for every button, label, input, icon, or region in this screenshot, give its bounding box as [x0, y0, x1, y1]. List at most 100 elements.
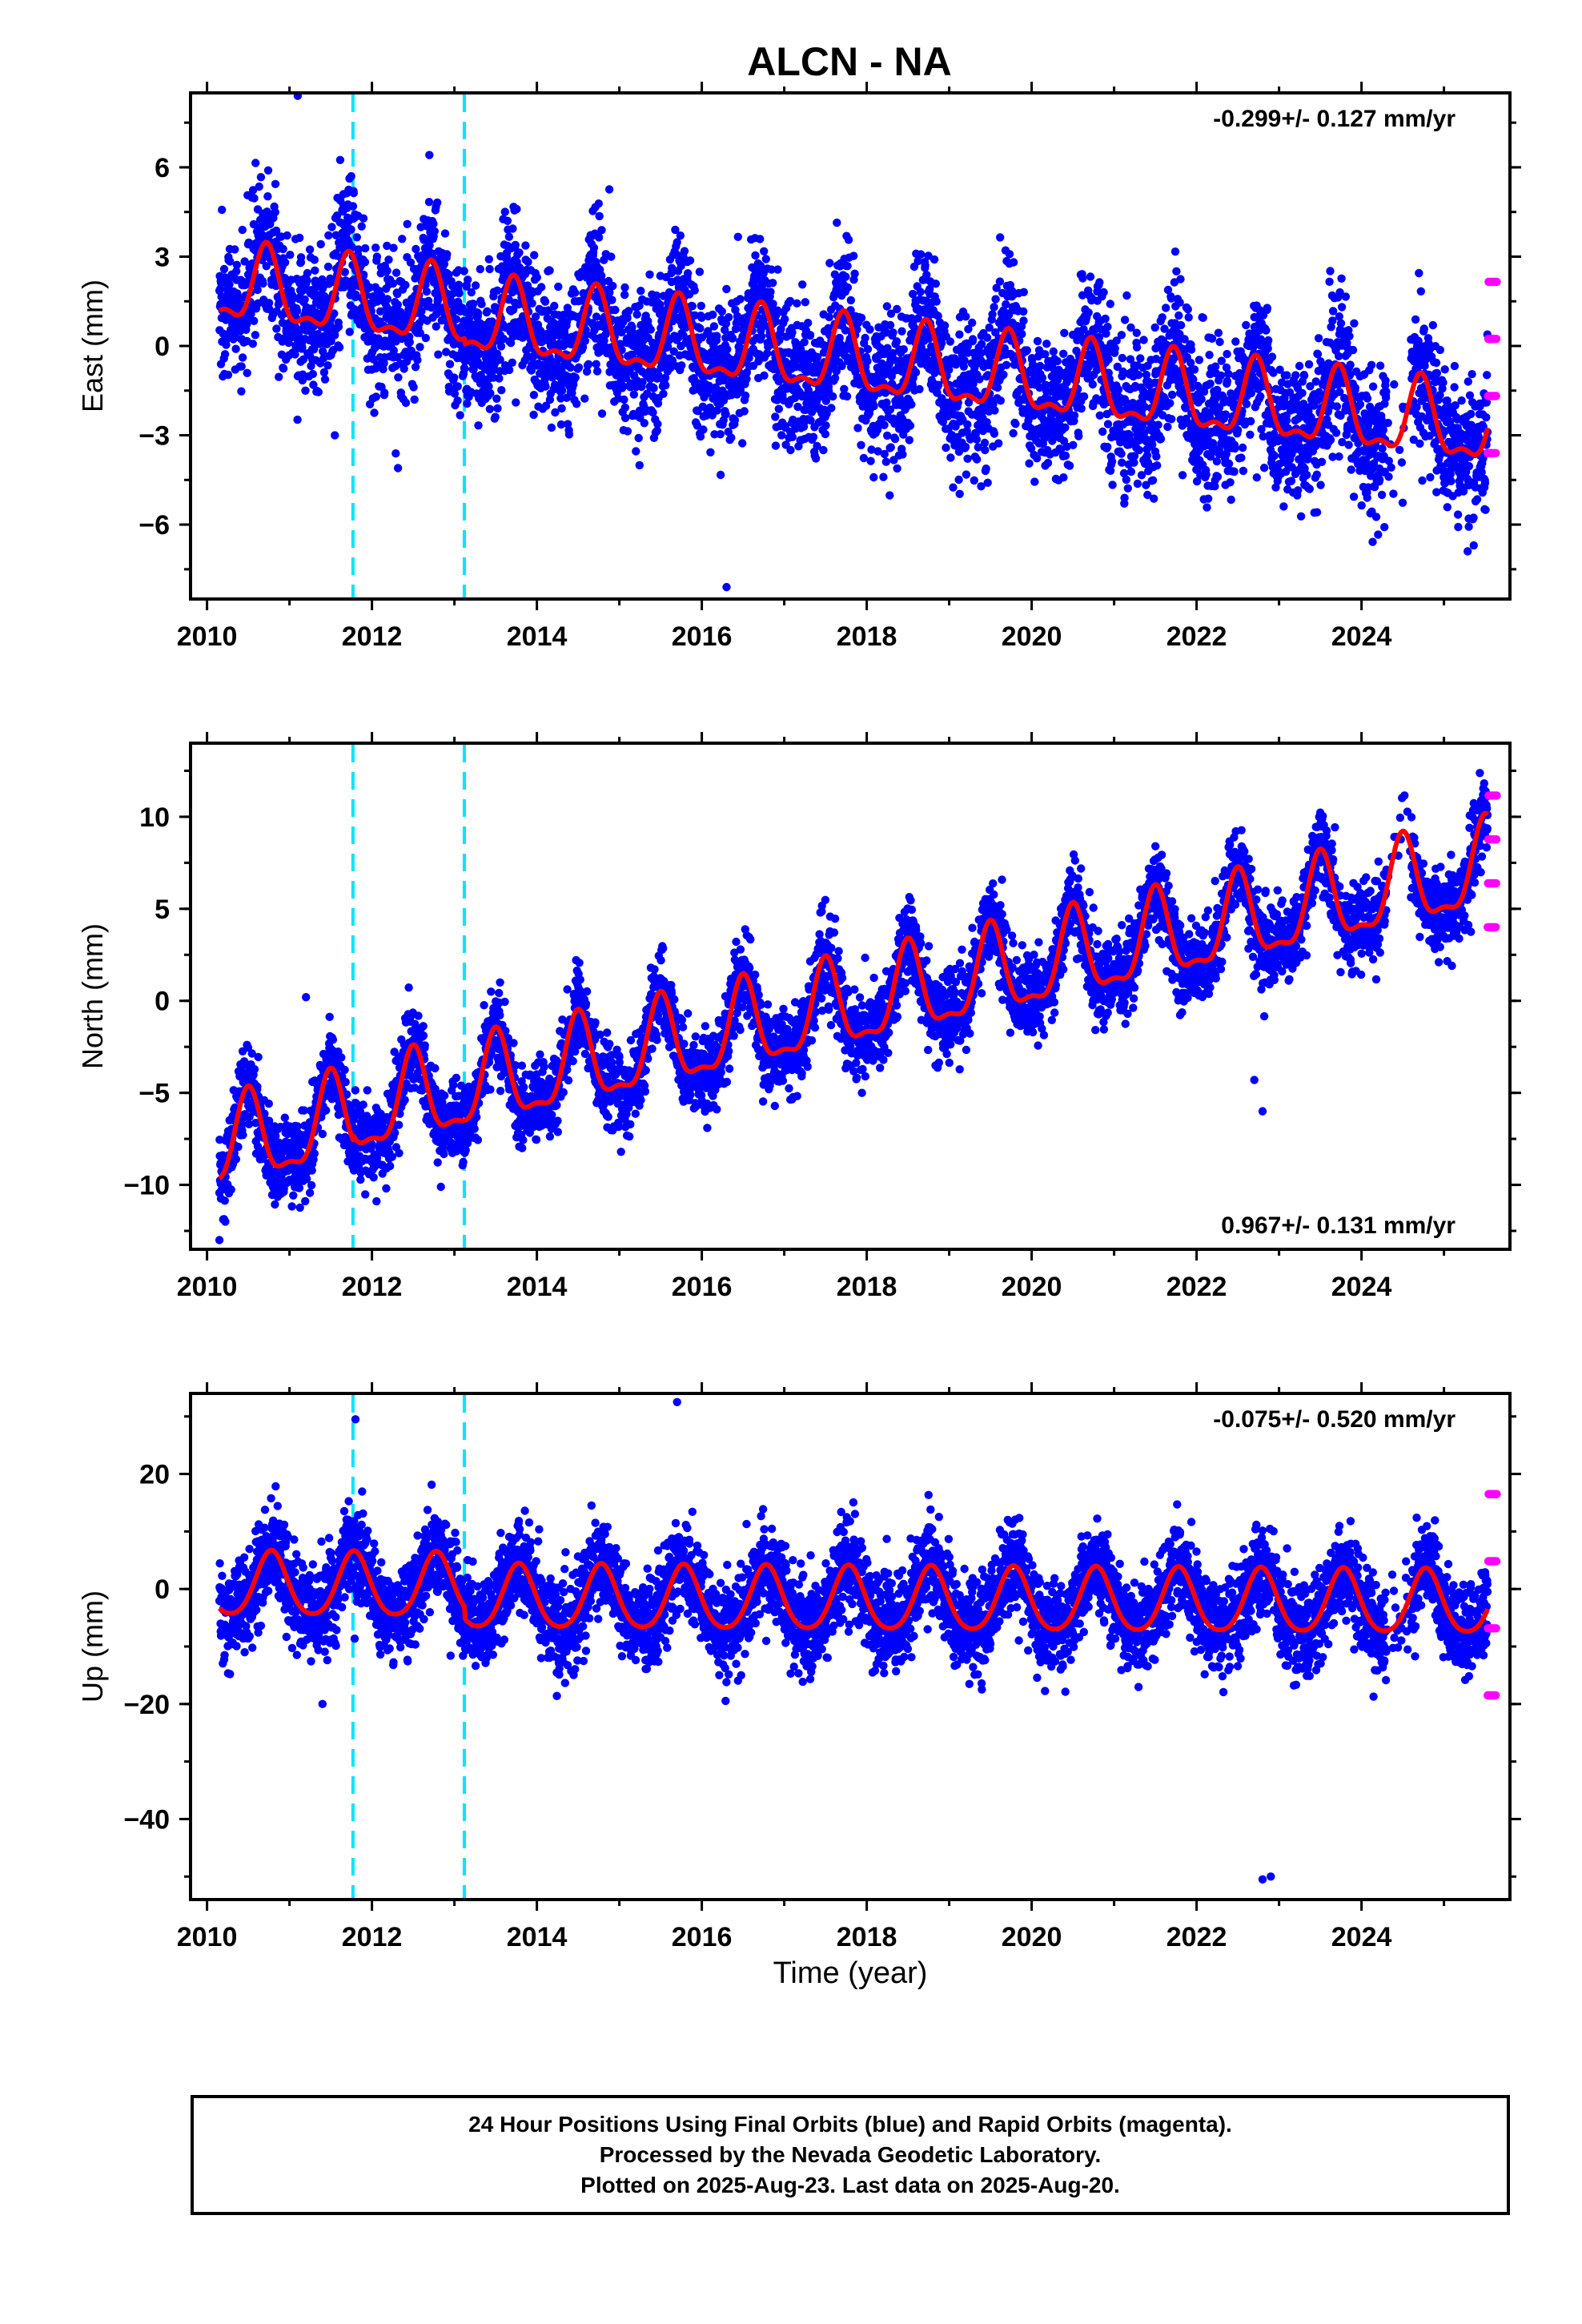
- final-orbit-point: [330, 309, 339, 318]
- final-orbit-point: [403, 219, 412, 228]
- final-orbit-point: [1303, 470, 1311, 480]
- final-orbit-point: [805, 331, 815, 340]
- final-orbit-point: [529, 391, 539, 400]
- final-orbit-point: [882, 398, 891, 407]
- final-orbit-point: [955, 330, 964, 339]
- final-orbit-point: [938, 417, 948, 426]
- final-orbit-point: [240, 257, 249, 266]
- final-orbit-point: [443, 250, 452, 259]
- final-orbit-point: [349, 188, 358, 198]
- final-orbit-point: [893, 304, 901, 314]
- final-orbit-point: [867, 445, 876, 454]
- final-orbit-point: [1242, 400, 1251, 408]
- final-orbit-point: [483, 307, 492, 316]
- final-orbit-point: [372, 252, 382, 261]
- final-orbit-point: [272, 324, 281, 333]
- final-orbit-point: [653, 420, 662, 428]
- final-orbit-point: [1283, 371, 1291, 380]
- final-orbit-point: [1134, 371, 1143, 380]
- final-orbit-point: [991, 295, 1000, 304]
- final-orbit-point: [617, 345, 626, 355]
- final-orbit-point: [1150, 323, 1159, 332]
- final-orbit-point: [492, 394, 501, 403]
- final-orbit-point: [1162, 304, 1170, 312]
- final-orbit-point: [485, 264, 494, 274]
- final-orbit-point: [597, 409, 607, 418]
- final-orbit-point: [293, 415, 302, 424]
- final-orbit-point: [636, 320, 645, 330]
- final-orbit-point: [1207, 334, 1217, 343]
- final-orbit-point: [530, 251, 539, 259]
- final-orbit-point: [361, 243, 370, 253]
- final-orbit-point: [280, 258, 290, 267]
- final-orbit-point: [833, 218, 841, 227]
- final-orbit-point: [1247, 388, 1256, 398]
- final-orbit-point: [1150, 494, 1158, 503]
- final-orbit-point: [467, 287, 476, 297]
- final-orbit-point: [832, 367, 841, 376]
- final-orbit-point: [271, 226, 281, 235]
- final-orbit-point: [977, 482, 986, 491]
- final-orbit-point: [857, 440, 865, 449]
- final-orbit-point: [869, 401, 878, 411]
- final-orbit-point: [865, 325, 874, 334]
- final-orbit-point: [713, 332, 721, 340]
- final-orbit-point: [1019, 316, 1028, 325]
- timeseries-chart: ALCN - NA 2010 2012 2014 2016 2018 2020 2022 20…: [76, 39, 1521, 1990]
- final-orbit-point: [309, 380, 318, 389]
- final-orbit-point: [921, 328, 930, 336]
- final-orbit-point: [966, 435, 975, 444]
- final-orbit-point: [1263, 344, 1272, 353]
- final-orbit-point: [859, 453, 869, 463]
- final-orbit-point: [1059, 349, 1068, 358]
- final-orbit-point: [1238, 443, 1247, 452]
- final-orbit-point: [1205, 351, 1214, 360]
- final-orbit-point: [551, 408, 560, 417]
- final-orbit-point: [476, 264, 484, 274]
- final-orbit-point: [736, 385, 745, 395]
- final-orbit-point: [1018, 329, 1026, 339]
- final-orbit-point: [736, 295, 745, 304]
- final-orbit-point: [1156, 434, 1166, 444]
- final-orbit-point: [1077, 404, 1086, 413]
- final-orbit-point: [529, 410, 538, 420]
- final-orbit-point: [973, 455, 982, 464]
- final-orbit-point: [1242, 320, 1251, 330]
- final-orbit-point: [611, 305, 620, 315]
- final-orbit-point: [983, 478, 992, 487]
- final-orbit-point: [921, 260, 930, 270]
- final-orbit-point: [226, 257, 235, 266]
- final-orbit-point: [1103, 442, 1112, 452]
- final-orbit-point: [544, 306, 553, 315]
- final-orbit-point: [741, 391, 750, 400]
- final-orbit-point: [231, 245, 239, 254]
- final-orbit-point: [1231, 337, 1240, 346]
- final-orbit-point: [632, 310, 641, 319]
- final-orbit-point: [311, 266, 319, 275]
- final-orbit-point: [721, 319, 731, 328]
- final-orbit-point: [1184, 313, 1193, 322]
- final-orbit-point: [885, 320, 895, 330]
- final-orbit-point: [661, 373, 670, 382]
- final-orbit-point: [1053, 376, 1062, 384]
- final-orbit-point: [238, 225, 247, 235]
- final-orbit-point: [495, 374, 504, 383]
- final-orbit-point: [835, 333, 844, 343]
- final-orbit-point: [968, 318, 977, 328]
- final-orbit-point: [819, 348, 829, 357]
- final-orbit-point: [434, 350, 443, 359]
- final-orbit-point: [733, 232, 742, 241]
- final-orbit-point: [771, 441, 781, 450]
- final-orbit-point: [632, 447, 640, 456]
- final-orbit-point: [455, 289, 464, 298]
- final-orbit-point: [320, 375, 330, 384]
- final-orbit-point: [640, 419, 648, 428]
- final-orbit-point: [474, 309, 483, 318]
- final-orbit-point: [684, 269, 693, 278]
- final-orbit-point: [1035, 361, 1045, 371]
- final-orbit-point: [300, 295, 309, 304]
- final-orbit-point: [1298, 388, 1307, 397]
- final-orbit-point: [1033, 336, 1042, 346]
- final-orbit-point: [1247, 416, 1255, 426]
- final-orbit-point: [788, 432, 797, 441]
